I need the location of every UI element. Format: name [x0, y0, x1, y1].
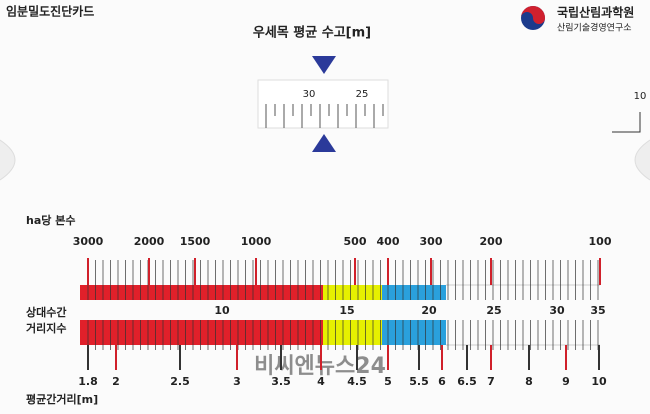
mean-spacing-label: 9: [562, 375, 570, 388]
height-window: [257, 79, 389, 129]
side-label: 10: [634, 91, 647, 102]
mean-spacing-label: 2.5: [170, 375, 190, 388]
org-name: 국립산림과학원: [557, 5, 634, 20]
mean-spacing-label: 5.5: [409, 375, 429, 388]
trees-label: 100: [589, 235, 612, 248]
trees-label: 200: [480, 235, 503, 248]
mean-spacing-label: 2: [112, 375, 120, 388]
mean-spacing-label: 3.5: [271, 375, 291, 388]
spacing-label: 10: [214, 304, 230, 317]
band-blue: [382, 285, 446, 300]
spacing-label: 35: [590, 304, 605, 317]
logo-mark: [521, 6, 545, 24]
org-sub: 산림기술경영연구소: [557, 22, 632, 34]
card-title: 임분밀도진단카드: [6, 4, 94, 19]
mean-spacing-label: 4: [317, 375, 325, 388]
mean-spacing-label: 4.5: [347, 375, 367, 388]
spacing-title: 상대수간: [26, 305, 66, 319]
trees-label: 500: [344, 235, 367, 248]
spacing-label: 30: [549, 304, 565, 317]
height-label: 25: [356, 89, 369, 100]
side-bracket: [612, 112, 641, 133]
trees-label: 400: [377, 235, 400, 248]
mean-spacing-title: 평균간거리[m]: [26, 392, 98, 406]
mean-spacing-label: 5: [384, 375, 392, 388]
spacing-label: 25: [486, 304, 501, 317]
height-label: 30: [303, 89, 316, 100]
band-yellow: [323, 285, 382, 300]
mean-spacing-label: 7: [487, 375, 495, 388]
band-red: [80, 285, 323, 300]
trees-label: 2000: [134, 235, 165, 248]
mean-spacing-label: 6.5: [457, 375, 477, 388]
trees-label: 3000: [73, 235, 104, 248]
spacing-label: 20: [421, 304, 437, 317]
trees-label: 1500: [180, 235, 211, 248]
pointer-top: [312, 56, 336, 74]
card-notch: [0, 139, 16, 181]
trees-label: 300: [420, 235, 443, 248]
card-notch: [634, 139, 650, 181]
mean-spacing-label: 6: [438, 375, 446, 388]
mean-spacing-label: 3: [233, 375, 241, 388]
mean-spacing-label: 8: [525, 375, 533, 388]
band-red: [80, 320, 323, 345]
pointer-bottom: [312, 134, 336, 152]
trees-label: 1000: [241, 235, 272, 248]
spacing-title: 거리지수: [26, 321, 66, 335]
band-blue: [382, 320, 446, 345]
mean-spacing-label: 1.8: [78, 375, 98, 388]
logo: [521, 6, 545, 30]
mean-spacing-label: 10: [591, 375, 607, 388]
height-title: 우세목 평균 수고[m]: [253, 25, 371, 41]
trees-title: ha당 본수: [26, 213, 75, 227]
band-yellow: [323, 320, 382, 345]
spacing-label: 15: [339, 304, 354, 317]
